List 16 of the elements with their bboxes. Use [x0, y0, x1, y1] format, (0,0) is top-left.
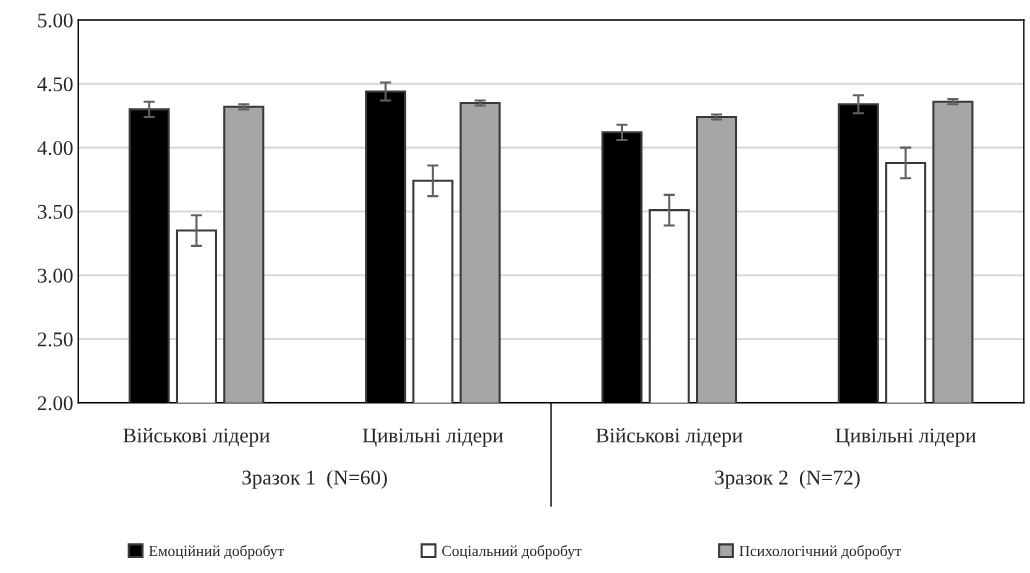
x-tick-label: Військові лідери [123, 428, 270, 447]
legend-label: Емоційний добробут [149, 545, 284, 560]
y-tick-label: 3.50 [37, 204, 73, 219]
x-tick-label: Цивільні лідери [362, 428, 504, 447]
legend-label: Соціальний добробут [442, 545, 582, 560]
y-tick-label: 3.00 [37, 268, 73, 283]
x-tick-label: Військові лідери [596, 428, 743, 447]
text: Зразок 2 (N=72) [715, 469, 860, 489]
legend-label: Психологічний добробут [739, 545, 902, 560]
y-tick-label: 2.00 [37, 396, 73, 411]
text: Зразок 1 (N=60) [242, 469, 387, 489]
y-tick-label: 5.00 [38, 13, 73, 28]
y-tick-label: 4.50 [37, 77, 73, 92]
y-tick-label: 4.00 [37, 141, 73, 156]
x-tick-label: Цивільні лідери [835, 428, 976, 447]
y-tick-label: 2.50 [37, 332, 73, 347]
